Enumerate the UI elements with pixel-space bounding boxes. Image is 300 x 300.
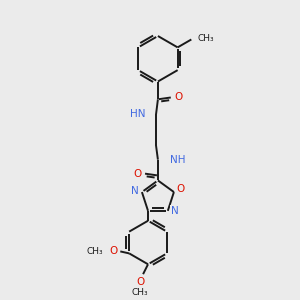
Text: CH₃: CH₃ bbox=[197, 34, 214, 43]
Text: CH₃: CH₃ bbox=[87, 247, 103, 256]
Text: O: O bbox=[177, 184, 185, 194]
Text: O: O bbox=[175, 92, 183, 102]
Text: O: O bbox=[133, 169, 141, 178]
Text: O: O bbox=[109, 246, 118, 256]
Text: CH₃: CH₃ bbox=[132, 289, 148, 298]
Text: N: N bbox=[131, 186, 139, 196]
Text: O: O bbox=[136, 277, 144, 287]
Text: HN: HN bbox=[130, 109, 145, 119]
Text: N: N bbox=[171, 206, 178, 216]
Text: NH: NH bbox=[170, 155, 185, 165]
